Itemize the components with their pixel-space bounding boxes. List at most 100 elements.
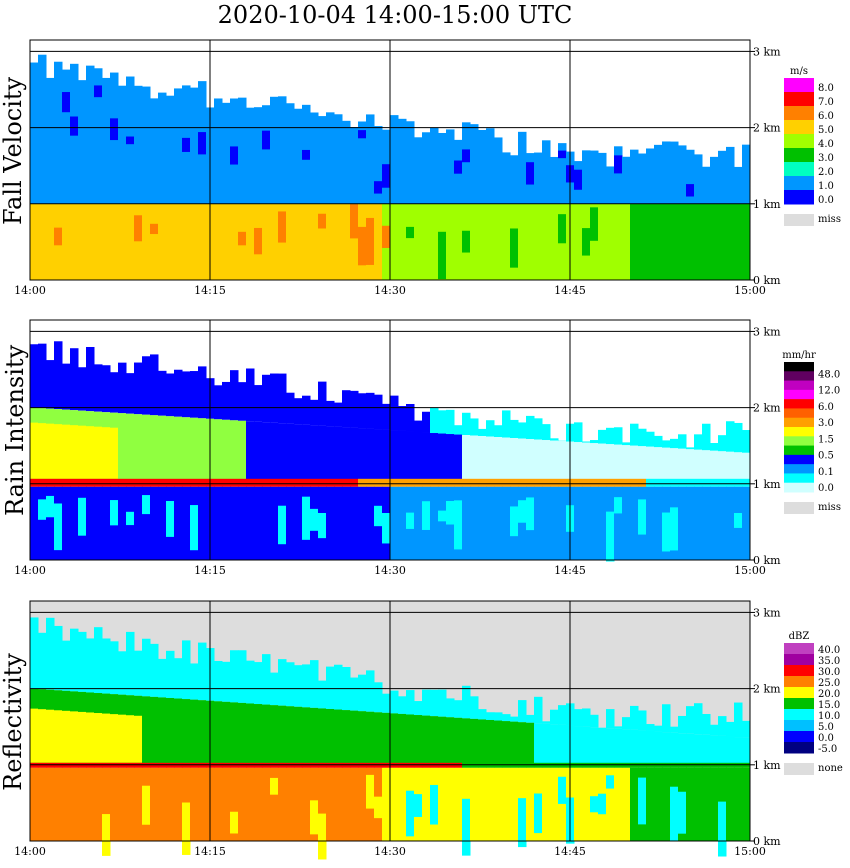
colorbar-swatch <box>784 454 814 465</box>
colorbar-swatch <box>784 709 814 721</box>
bright-band-cell <box>510 478 519 487</box>
snow-cell <box>742 144 751 204</box>
plot-area <box>29 320 751 562</box>
light-cell <box>686 447 695 450</box>
light-cell <box>550 438 559 441</box>
rain-cell <box>478 486 487 560</box>
rain-cell <box>166 767 175 841</box>
x-tick-label: 14:15 <box>194 845 226 858</box>
colorbar-swatch <box>784 473 814 484</box>
mid-echo-cell <box>446 717 455 765</box>
rain-streak <box>406 512 415 529</box>
weak-echo-cell <box>742 720 751 738</box>
colorbar-level: 0.0 <box>818 733 834 744</box>
weak-echo-cell <box>542 721 551 724</box>
weak-echo-cell <box>318 680 327 709</box>
rain-cell <box>654 486 663 560</box>
rain-streak <box>382 225 391 248</box>
snow-cell <box>254 107 263 204</box>
rain-streak <box>678 791 687 834</box>
rain-cell <box>622 486 631 560</box>
moderate-cell <box>286 423 295 480</box>
rain-streak <box>54 503 63 551</box>
rain-streak <box>190 505 199 551</box>
weak-echo-cell <box>214 660 223 702</box>
rain-cell <box>374 203 383 280</box>
rain-cell <box>502 767 511 841</box>
colorbar-swatch <box>784 464 814 474</box>
rain-streak <box>302 496 311 540</box>
snow-cell <box>446 129 455 204</box>
rain-cell <box>110 767 119 841</box>
rain-cell <box>526 767 535 841</box>
x-tick-label: 14:15 <box>194 564 226 577</box>
bright-band-cell <box>254 478 263 487</box>
bright-band-cell <box>70 478 79 487</box>
rain-cell <box>198 486 207 560</box>
mid-echo-cell <box>694 734 703 765</box>
mid-echo-cell <box>150 696 159 765</box>
rain-cell <box>430 203 439 280</box>
rain-streak <box>150 223 159 235</box>
moderate-cell <box>542 440 551 480</box>
rain-streak <box>230 811 239 834</box>
bright-band-cell <box>198 478 207 487</box>
weak-echo-cell <box>358 674 367 712</box>
mid-echo-cell <box>382 712 391 765</box>
rain-cell <box>38 203 47 280</box>
bright-band-cell <box>102 478 111 487</box>
rain-streak <box>510 228 519 268</box>
bright-band-cell <box>494 478 503 487</box>
weak-echo-cell <box>302 664 311 708</box>
bright-band-cell <box>214 478 223 487</box>
snow-cell <box>582 150 591 204</box>
light-cell <box>526 415 535 440</box>
light-cell <box>414 420 423 432</box>
colorbar-swatch <box>784 408 814 419</box>
rain-cell <box>278 767 287 841</box>
moderate-cell <box>454 434 463 480</box>
weak-echo-cell <box>414 701 423 716</box>
colorbar-missing-swatch <box>784 763 814 775</box>
light-cell <box>518 422 527 439</box>
rain-streak <box>54 227 63 246</box>
snow-cell <box>398 118 407 204</box>
rain-cell <box>582 486 591 560</box>
rain-cell <box>46 767 55 841</box>
weak-echo-cell <box>102 638 111 694</box>
moderate-cell <box>142 414 151 480</box>
bright-band-cell <box>686 478 695 487</box>
weak-echo-cell <box>182 640 191 700</box>
rain-cell <box>86 767 95 841</box>
mid-echo-cell <box>174 698 183 765</box>
bright-band-cell <box>94 478 103 487</box>
weak-echo-cell <box>470 696 479 719</box>
slow-cell <box>110 118 119 141</box>
rain-cell <box>622 767 631 841</box>
rain-streak <box>134 215 143 242</box>
rain-cell <box>686 486 695 560</box>
rain-cell <box>46 203 55 280</box>
snow-cell <box>118 85 127 204</box>
mid-echo-cell <box>662 732 671 765</box>
moderate-cell <box>726 451 735 480</box>
bright-band-cell <box>726 478 735 487</box>
light-cell <box>726 421 735 452</box>
rain-cell <box>102 203 111 280</box>
snow-cell <box>390 115 399 204</box>
bright-band-cell <box>326 478 335 487</box>
mid-echo-cell <box>222 701 231 765</box>
colorbar-swatch <box>784 162 814 177</box>
light-cell <box>398 406 407 431</box>
weak-echo-cell <box>294 665 303 707</box>
moderate-cell <box>486 436 495 480</box>
mid-echo-cell <box>486 719 495 765</box>
rain-streak <box>702 208 711 259</box>
moderate-cell <box>446 434 455 480</box>
rain-cell <box>462 486 471 560</box>
rain-cell <box>342 486 351 560</box>
moderate-cell <box>158 415 167 480</box>
snow-cell <box>430 127 439 204</box>
light-cell <box>166 373 175 417</box>
snow-cell <box>686 149 695 204</box>
